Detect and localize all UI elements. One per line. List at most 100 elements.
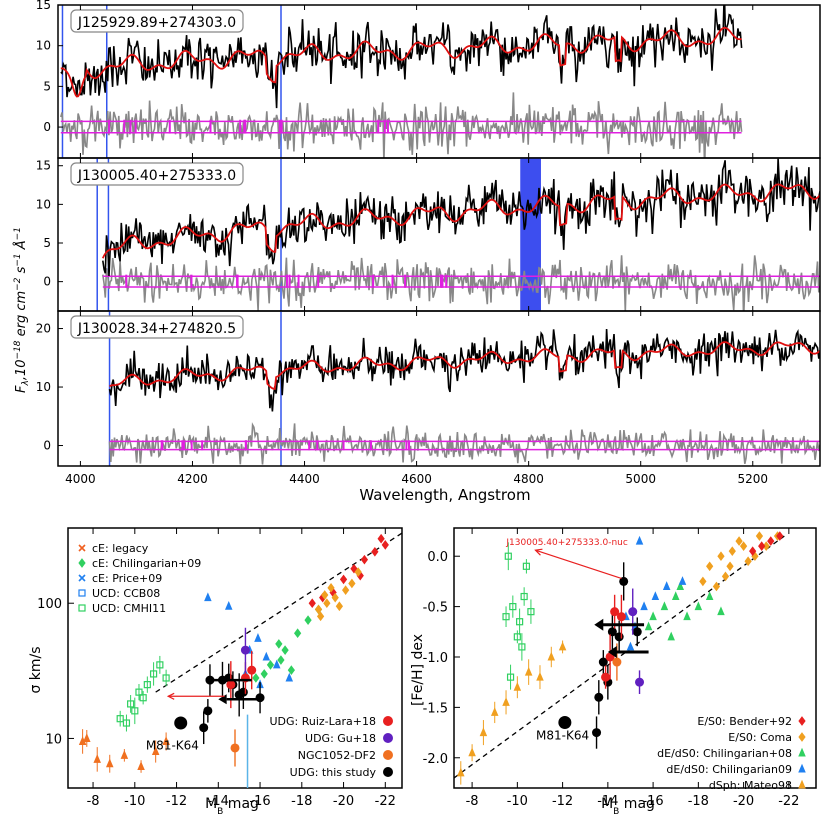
right-ylabel: [Fe/H] dex (410, 634, 426, 706)
limit-arrowhead (607, 645, 617, 658)
nucleus-label: J130005.40+275333.0-nuc (505, 538, 627, 548)
ruiz_lara-point (247, 665, 257, 675)
panel-content (108, 311, 820, 466)
de_green-point (667, 631, 675, 641)
this_study-point (619, 576, 629, 586)
x-tick-label: -14 (208, 794, 229, 809)
legend-marker (78, 574, 86, 582)
giants_orange-point (721, 571, 730, 582)
dsph-point (105, 758, 114, 768)
this_study-point (255, 693, 265, 703)
y-tick-label: 100 (37, 597, 62, 612)
giants_orange-point (316, 611, 325, 622)
de_blue-point (626, 641, 635, 651)
observed-spectrum (108, 328, 820, 412)
y-tick-label: 5 (43, 79, 51, 93)
x-tick-label: -12 (166, 794, 187, 809)
de_green-point (717, 606, 725, 616)
ucd-point (143, 681, 151, 689)
legend-label: cE: Chilingarian+09 (92, 557, 201, 570)
ce_green-point (275, 639, 283, 649)
y-tick-label: 5 (43, 236, 51, 250)
dsph-point (137, 761, 145, 771)
m81k64-point (174, 716, 188, 730)
dsph-point (479, 727, 488, 737)
dsph-point (524, 666, 533, 676)
legend-marker (798, 779, 806, 789)
ruiz_lara-point (226, 680, 236, 690)
observed-spectrum (60, 5, 743, 109)
ucd-point (116, 715, 124, 723)
y-tick-label: 0 (43, 275, 51, 289)
giants_orange-point (712, 581, 721, 592)
gu-point (635, 677, 645, 687)
y-tick-label: 10 (36, 197, 51, 211)
nucleus-arrowhead (166, 692, 175, 700)
y-tick-label: 10 (36, 380, 51, 394)
e_blue-point (285, 672, 294, 682)
panel-title-box (70, 315, 244, 339)
e_blue-point (224, 600, 233, 610)
legend-marker (798, 716, 806, 726)
legend-marker (383, 733, 393, 743)
legend-marker (78, 604, 86, 612)
x-tick-label: -16 (249, 794, 270, 809)
dsph-point (151, 746, 160, 756)
this_study-point (598, 657, 608, 667)
de_blue-point (678, 576, 687, 585)
legend-marker (383, 767, 393, 777)
legend-marker (78, 589, 86, 597)
giants_red-point (371, 546, 379, 557)
ucd-point (135, 688, 143, 696)
panel-title-box (70, 162, 244, 186)
df2-point (612, 657, 622, 667)
spectrum-panel: 0 5 10 15 J130005.40+275333.0 (36, 157, 821, 312)
ce_green-point (252, 673, 260, 683)
giants_orange-point (739, 541, 748, 551)
giants_orange-point (744, 556, 752, 567)
this_study-point (607, 627, 617, 637)
panel-title-box (70, 9, 244, 33)
x-tick-label: -20 (733, 794, 754, 809)
legend-label: dE/dS0: Chilingarian09 (666, 763, 792, 776)
panel-frame (57, 310, 821, 467)
dsph-point (93, 754, 101, 763)
ucd-point (139, 694, 147, 702)
panel-content (96, 158, 820, 311)
legend-label: dE/dS0: Chilingarian+08 (657, 747, 792, 760)
giants_orange-point (354, 567, 362, 577)
sigma-vs-magnitude-plot: -8 -10 -12 -14 -16 -18 -20 -22 10 100 M81-K64 cE: l… (37, 527, 403, 809)
ucd-point (513, 633, 521, 641)
de_green-point (676, 581, 685, 590)
legend-label: UCD: CCB08 (92, 587, 160, 600)
giants_red-point (776, 531, 784, 541)
de_blue-point (651, 591, 660, 601)
this_study-point (632, 627, 642, 637)
e_blue-point (204, 592, 212, 602)
x-tick-label: -18 (291, 794, 312, 809)
nucleus-arrowhead (534, 548, 543, 556)
ucd-point (509, 603, 517, 611)
legend-marker (383, 716, 393, 726)
e_blue-point (262, 651, 271, 661)
limit-arrowhead (594, 618, 604, 631)
y-tick-label: -2.0 (423, 752, 448, 767)
giants_orange-point (335, 601, 343, 612)
ucd-point (518, 643, 526, 651)
dsph-point (162, 736, 170, 745)
x-tick-label: 4400 (289, 472, 320, 486)
legend-label: UDG: this study (290, 766, 377, 779)
dsph-point (457, 767, 465, 777)
giants_red-point (377, 533, 385, 544)
legend-label: UDG: Gu+18 (305, 732, 376, 745)
this_study-point (203, 706, 213, 716)
dsph-point (502, 697, 510, 706)
spectra-xlabel: Wavelength, Angstrom (359, 486, 530, 504)
x-tick-label: -20 (333, 794, 354, 809)
x-tick-label: 5200 (737, 472, 768, 486)
dsph-point (83, 733, 91, 742)
right-xlabel: MB mag (601, 796, 655, 817)
e_blue-point (254, 633, 262, 642)
spectra-figure: 0 5 10 15 J125929.89+274303.0 0 5 10 15 J130005.4… (36, 0, 821, 486)
